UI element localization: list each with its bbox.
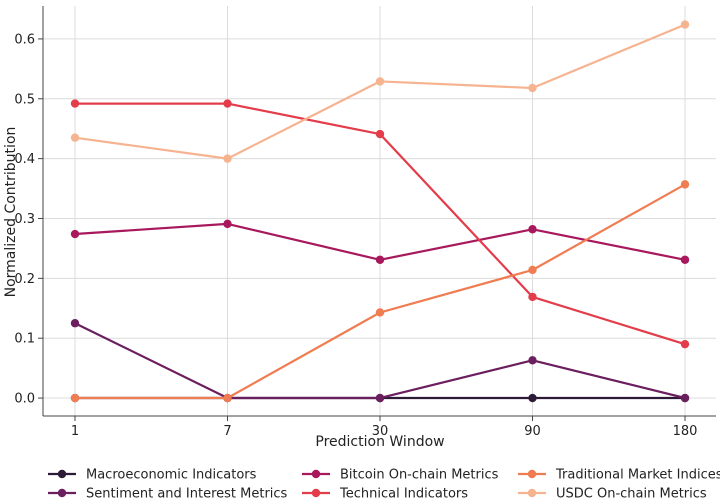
legend-label: Technical Indicators (339, 487, 468, 502)
legend-swatch-marker (311, 488, 321, 498)
legend-item: Macroeconomic Indicators (48, 468, 257, 483)
legend-label: Traditional Market Indices (555, 468, 720, 483)
data-point (223, 219, 232, 229)
x-tick-label: 1 (71, 424, 79, 439)
legend-label: Macroeconomic Indicators (86, 468, 257, 483)
y-axis-title: Normalized Contribution (3, 127, 19, 298)
data-point (528, 265, 537, 275)
data-point (70, 229, 80, 239)
x-tick-label: 180 (673, 424, 698, 439)
axes (38, 6, 716, 421)
series-2 (70, 219, 690, 264)
y-tick-label: 0.3 (14, 212, 35, 227)
data-point (680, 20, 690, 29)
legend-swatch-marker (527, 469, 537, 479)
legend-item: USDC On-chain Metrics (518, 487, 707, 502)
data-point (528, 356, 537, 365)
legend-item: Bitcoin On-chain Metrics (302, 468, 499, 483)
y-tick-labels: 0.0 0.1 0.2 0.3 0.4 0.5 0.6 (14, 32, 35, 406)
data-point (375, 77, 385, 86)
data-point (70, 319, 80, 328)
x-tick-label: 90 (524, 424, 541, 439)
legend-label: Bitcoin On-chain Metrics (340, 468, 499, 483)
data-point (680, 339, 690, 349)
data-point (375, 255, 385, 264)
legend-swatch-marker (311, 469, 321, 479)
data-point (223, 99, 232, 108)
data-point (528, 225, 537, 234)
legend-swatch-marker (527, 488, 537, 498)
data-point (528, 292, 537, 302)
y-tick-label: 0.0 (14, 392, 35, 407)
data-point (528, 393, 537, 403)
series-4 (70, 180, 690, 403)
data-point (70, 99, 80, 108)
data-point (70, 393, 80, 403)
data-point (375, 129, 385, 139)
data-point (375, 393, 385, 403)
legend-item: Traditional Market Indices (518, 468, 720, 483)
series-5 (70, 20, 690, 163)
y-tick-label: 0.4 (14, 152, 35, 167)
legend-item: Technical Indicators (302, 487, 468, 502)
data-point (680, 180, 690, 189)
legend-item: Sentiment and Interest Metrics (48, 487, 288, 502)
legend: Macroeconomic Indicators Sentiment and In… (48, 468, 720, 502)
legend-label: Sentiment and Interest Metrics (86, 487, 288, 502)
x-axis-title: Prediction Window (315, 434, 444, 450)
y-tick-label: 0.1 (14, 332, 35, 347)
legend-label: USDC On-chain Metrics (556, 487, 707, 502)
x-tick-label: 30 (372, 424, 389, 439)
data-point (223, 393, 232, 403)
x-tick-labels: 1 7 30 90 180 (71, 424, 698, 439)
data-point (528, 83, 537, 93)
x-tick-label: 7 (223, 424, 231, 439)
data-point (375, 308, 385, 317)
legend-swatch-marker (57, 469, 67, 479)
series-lines (70, 20, 690, 403)
y-tick-label: 0.2 (14, 272, 35, 287)
data-point (680, 393, 690, 403)
series-3 (70, 99, 690, 349)
legend-swatch-marker (57, 488, 67, 498)
data-point (70, 133, 80, 142)
y-tick-label: 0.6 (14, 32, 35, 47)
data-point (680, 255, 690, 264)
grid (43, 6, 716, 416)
y-tick-label: 0.5 (14, 92, 35, 107)
data-point (223, 154, 232, 163)
